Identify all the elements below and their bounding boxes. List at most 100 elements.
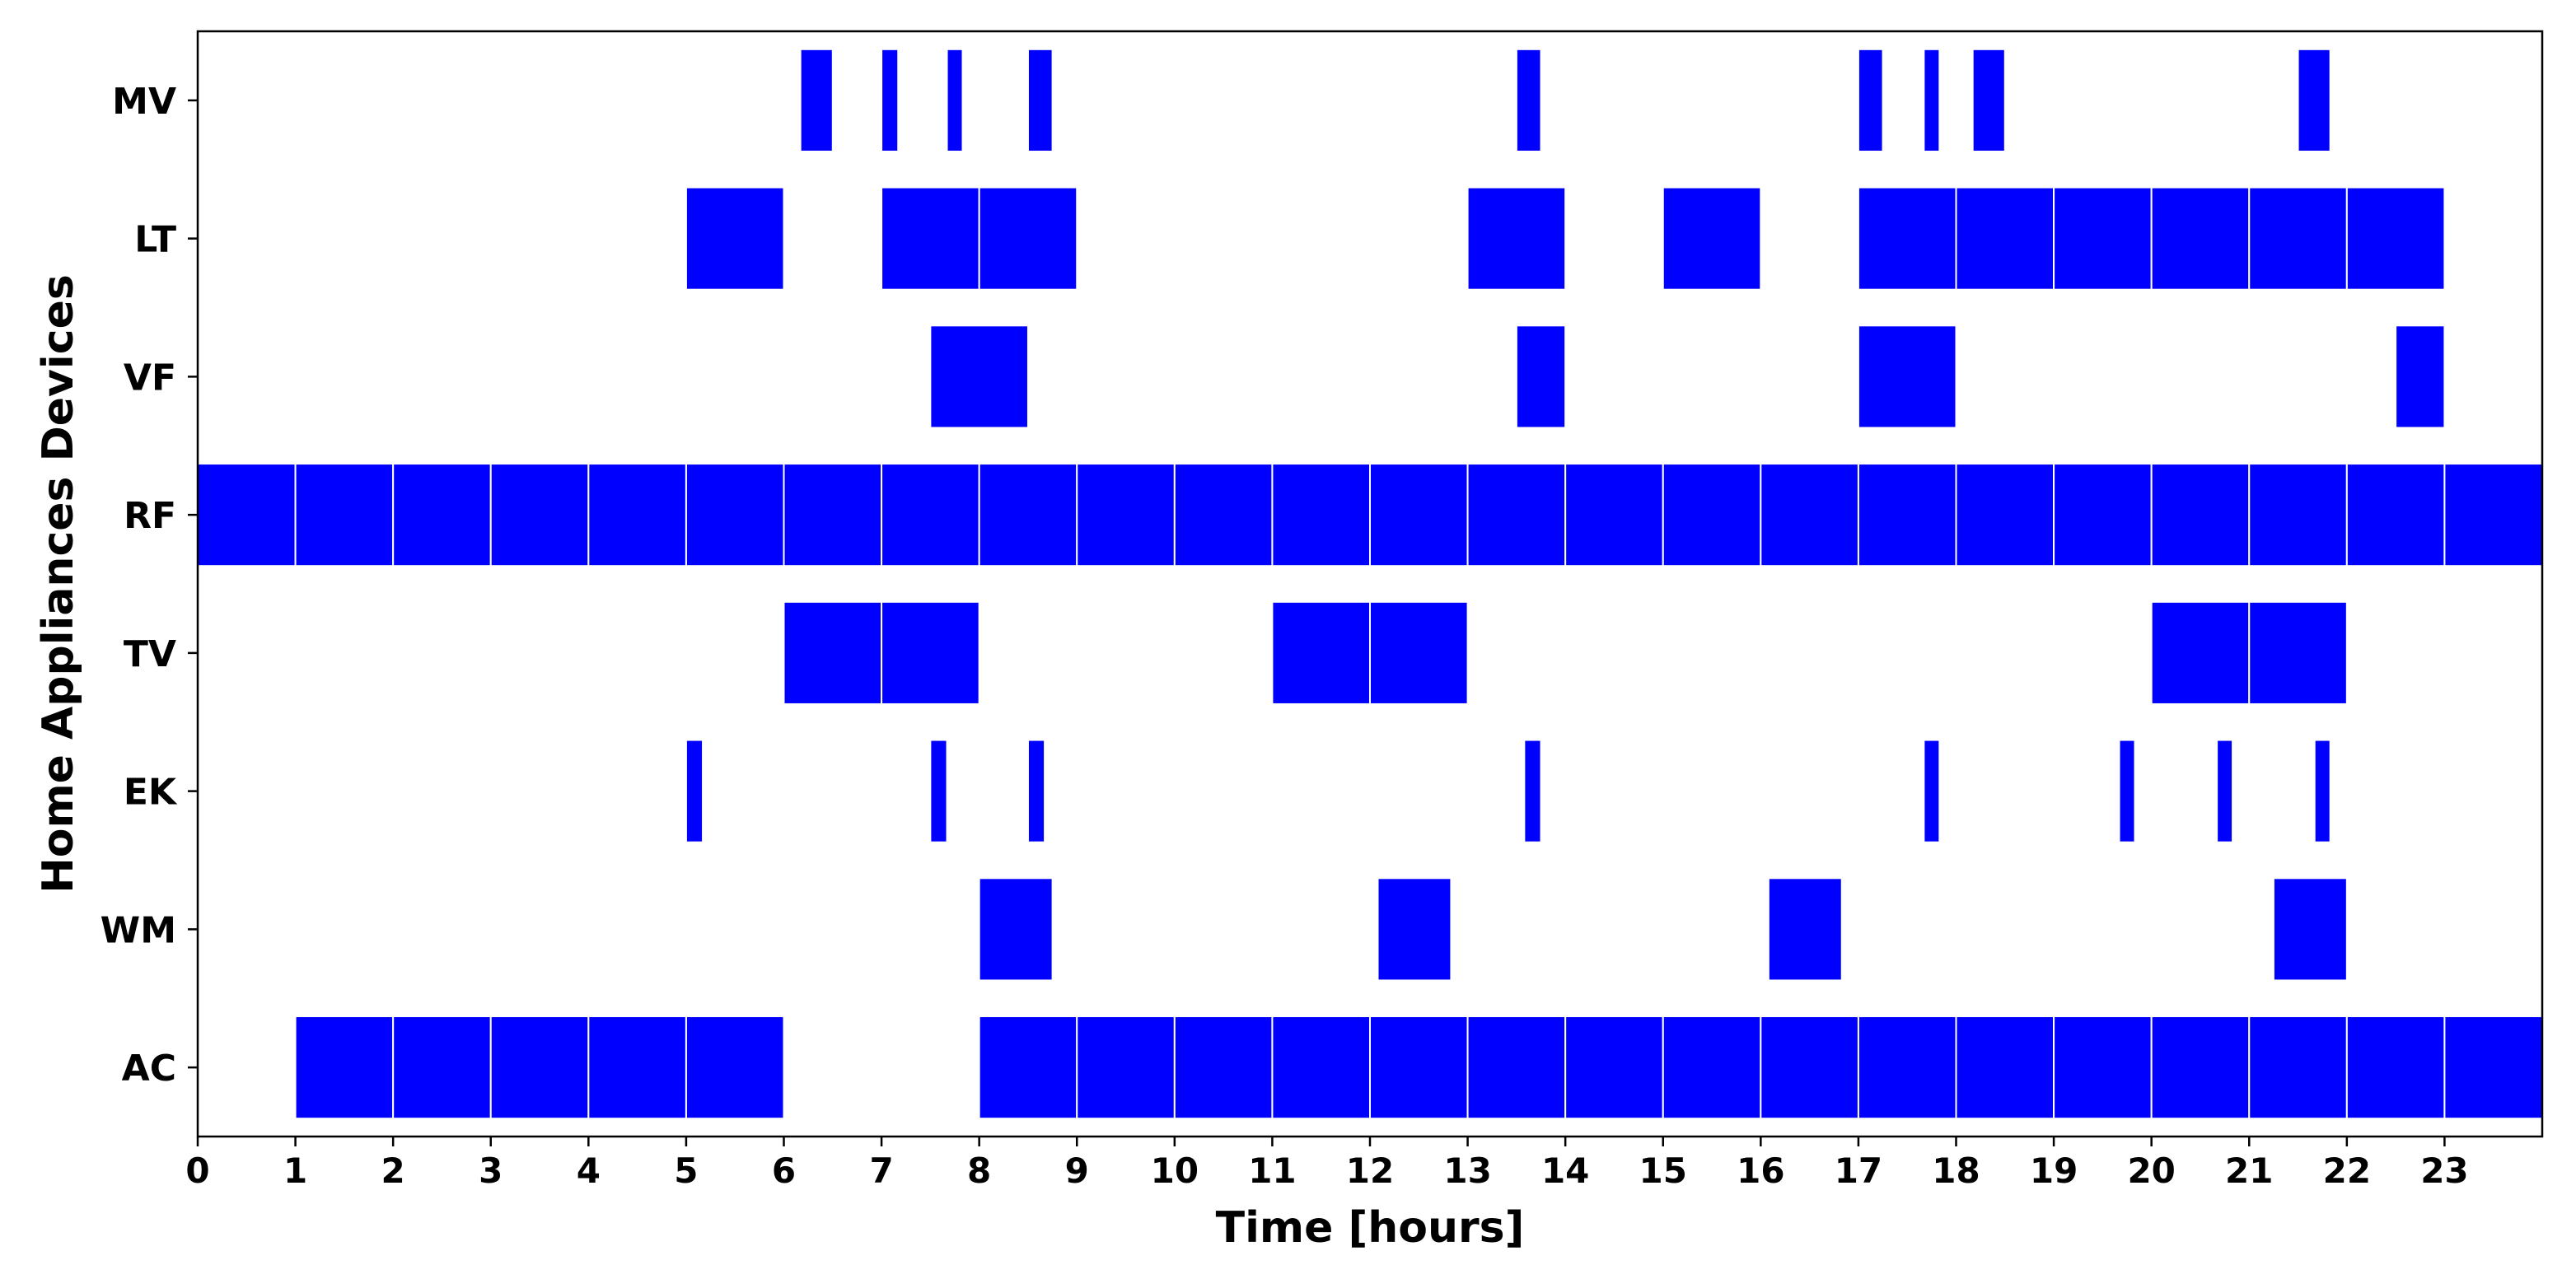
bar-wm-0 xyxy=(978,877,1054,982)
bar-ek-6 xyxy=(2216,739,2234,843)
bar-mv-8 xyxy=(2297,48,2331,152)
bar-lt-3 xyxy=(1466,186,1567,291)
x-tick-label-10: 10 xyxy=(1151,1151,1199,1191)
x-tick-label-12: 12 xyxy=(1346,1151,1394,1191)
bar-vf-1 xyxy=(1515,324,1567,429)
y-axis-title: Home Appliances Devices xyxy=(34,274,83,894)
bar-rf-12 xyxy=(1369,463,1469,567)
x-tick-label-17: 17 xyxy=(1835,1151,1882,1191)
bar-ek-4 xyxy=(1923,739,1941,843)
bar-lt-5 xyxy=(1857,186,1957,291)
bar-ac-14 xyxy=(1857,1015,1957,1120)
bar-ac-4 xyxy=(685,1015,785,1120)
bar-rf-19 xyxy=(2053,463,2153,567)
y-tick-label-lt: LT xyxy=(134,219,176,261)
y-ticks: MV LT VF RF TV EK WM AC xyxy=(101,81,198,1090)
bar-ac-5 xyxy=(978,1015,1078,1120)
y-tick-label-rf: RF xyxy=(124,495,176,537)
bar-rf-5 xyxy=(685,463,785,567)
x-tick-label-0: 0 xyxy=(185,1151,209,1191)
bar-ac-7 xyxy=(1173,1015,1274,1120)
bar-mv-0 xyxy=(799,48,834,152)
bar-vf-0 xyxy=(929,324,1029,429)
bar-ek-0 xyxy=(685,739,704,843)
bar-lt-9 xyxy=(2248,186,2348,291)
bar-ac-17 xyxy=(2150,1015,2251,1120)
y-tick-label-ac: AC xyxy=(122,1048,176,1090)
bar-ac-15 xyxy=(1955,1015,2055,1120)
bar-vf-2 xyxy=(1857,324,1957,429)
bar-rf-9 xyxy=(1076,463,1176,567)
x-tick-label-20: 20 xyxy=(2127,1151,2175,1191)
bar-vf-3 xyxy=(2395,324,2446,429)
y-tick-label-ek: EK xyxy=(124,772,178,814)
x-tick-label-9: 9 xyxy=(1065,1151,1089,1191)
y-tick-label-mv: MV xyxy=(112,81,176,123)
x-tick-label-5: 5 xyxy=(674,1151,698,1191)
bar-rf-18 xyxy=(1955,463,2055,567)
bar-ek-1 xyxy=(929,739,948,843)
y-tick-label-wm: WM xyxy=(101,909,176,951)
bar-lt-0 xyxy=(685,186,785,291)
bar-ac-3 xyxy=(587,1015,687,1120)
bar-ac-11 xyxy=(1564,1015,1664,1120)
x-tick-label-7: 7 xyxy=(869,1151,893,1191)
bar-ac-13 xyxy=(1760,1015,1859,1120)
bar-lt-4 xyxy=(1662,186,1762,291)
bar-mv-4 xyxy=(1515,48,1542,152)
bar-tv-3 xyxy=(1369,600,1469,705)
bar-rf-16 xyxy=(1760,463,1859,567)
bar-wm-3 xyxy=(2272,877,2348,982)
x-tick-label-6: 6 xyxy=(772,1151,796,1191)
bar-rf-14 xyxy=(1564,463,1664,567)
bar-ac-20 xyxy=(2443,1015,2544,1120)
bar-ek-3 xyxy=(1523,739,1542,843)
bar-lt-1 xyxy=(881,186,980,291)
bar-ac-19 xyxy=(2345,1015,2446,1120)
bar-tv-0 xyxy=(783,600,883,705)
bar-lt-6 xyxy=(1955,186,2055,291)
x-tick-label-16: 16 xyxy=(1737,1151,1784,1191)
bar-lt-10 xyxy=(2345,186,2446,291)
bar-rf-13 xyxy=(1466,463,1567,567)
bar-rf-10 xyxy=(1173,463,1274,567)
bar-tv-1 xyxy=(881,600,980,705)
bar-ac-9 xyxy=(1369,1015,1469,1120)
bar-rf-21 xyxy=(2248,463,2348,567)
bar-ek-2 xyxy=(1026,739,1046,843)
x-tick-label-3: 3 xyxy=(479,1151,503,1191)
y-tick-label-tv: TV xyxy=(124,633,176,675)
x-ticks: 0 1 2 3 4 5 6 7 8 9 10 11 12 13 14 15 16 17 18 19 20 21 22 23 xyxy=(185,1137,2469,1191)
x-tick-label-13: 13 xyxy=(1443,1151,1491,1191)
bar-mv-1 xyxy=(881,48,900,152)
bar-rf-0 xyxy=(197,463,297,567)
bar-ek-7 xyxy=(2313,739,2331,843)
x-tick-label-15: 15 xyxy=(1639,1151,1687,1191)
bar-lt-8 xyxy=(2150,186,2251,291)
x-tick-label-2: 2 xyxy=(381,1151,405,1191)
x-axis-title: Time [hours] xyxy=(1216,1203,1525,1253)
bar-ac-16 xyxy=(2053,1015,2153,1120)
bar-rf-17 xyxy=(1857,463,1957,567)
bar-rf-8 xyxy=(978,463,1078,567)
bar-ek-5 xyxy=(2118,739,2136,843)
x-tick-label-22: 22 xyxy=(2323,1151,2371,1191)
bar-mv-6 xyxy=(1923,48,1941,152)
bar-rf-20 xyxy=(2150,463,2251,567)
bars-layer xyxy=(197,48,2544,1120)
bar-wm-2 xyxy=(1767,877,1843,982)
bar-ac-2 xyxy=(489,1015,590,1120)
bar-mv-3 xyxy=(1026,48,1054,152)
bar-ac-18 xyxy=(2248,1015,2348,1120)
bar-lt-2 xyxy=(978,186,1078,291)
x-tick-label-11: 11 xyxy=(1248,1151,1296,1191)
bar-ac-10 xyxy=(1466,1015,1567,1120)
x-tick-label-14: 14 xyxy=(1541,1151,1589,1191)
bar-ac-8 xyxy=(1271,1015,1371,1120)
bar-rf-3 xyxy=(489,463,590,567)
x-tick-label-19: 19 xyxy=(2030,1151,2078,1191)
x-tick-label-8: 8 xyxy=(967,1151,991,1191)
bar-ac-1 xyxy=(392,1015,492,1120)
